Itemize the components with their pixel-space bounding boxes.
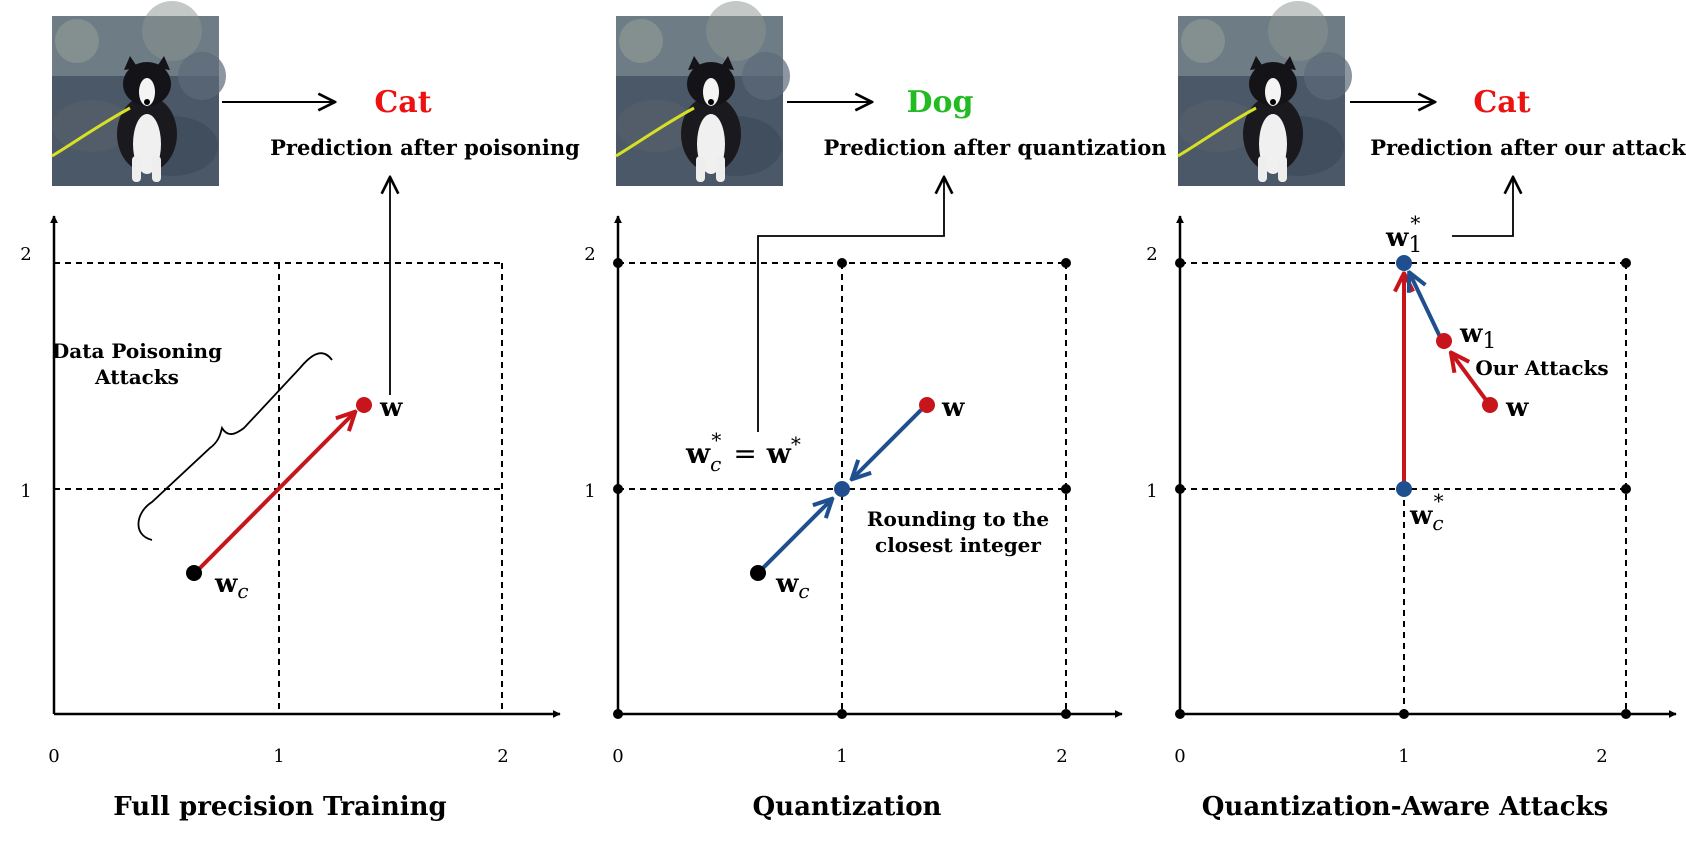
lattice-points-2 (613, 258, 1071, 719)
point-w-2 (919, 397, 935, 413)
annotation-1-line1: Data Poisoning (52, 339, 222, 363)
panel-title-2: Quantization (753, 792, 942, 822)
dog-photo-2 (614, 0, 792, 188)
x-tick-1-1: 1 (273, 746, 284, 767)
label-w-1: w (379, 393, 403, 423)
prediction-caption-2: Prediction after quantization (824, 135, 1167, 160)
prediction-label-2: Dog (906, 85, 973, 120)
panel-quantization-aware: Cat Prediction after our attack 0 1 2 1 … (1146, 0, 1686, 822)
x-tick-3-0: 0 (1174, 746, 1185, 767)
panel-title-3: Quantization-Aware Attacks (1202, 792, 1608, 822)
round-arrow-wc (757, 500, 831, 574)
x-tick-1-2: 2 (497, 746, 508, 767)
annotation-1-line2: Attacks (94, 365, 179, 389)
x-tick-2-2: 2 (1056, 746, 1067, 767)
point-w-3 (1482, 397, 1498, 413)
panel-title-1: Full precision Training (113, 792, 446, 822)
prediction-caption-3: Prediction after our attack (1370, 135, 1686, 160)
connector-3 (1452, 177, 1513, 237)
label-w-3: w (1505, 393, 1529, 423)
round-arrow-w (853, 403, 928, 478)
point-w-1 (356, 397, 372, 413)
prediction-label-1: Cat (374, 85, 431, 120)
y-tick-2-2: 2 (584, 244, 595, 265)
point-wq-2 (834, 481, 850, 497)
lattice-points-3 (1175, 258, 1631, 719)
point-wc-star (1396, 481, 1412, 497)
annotation-3: Our Attacks (1475, 356, 1608, 380)
point-w1 (1436, 333, 1452, 349)
dog-photo-3 (1176, 0, 1354, 188)
point-wc-1 (186, 565, 202, 581)
curly-brace (137, 352, 333, 541)
y-tick-2-1: 1 (584, 481, 595, 502)
panel-quantization: Dog Prediction after quantization 0 1 2 … (584, 0, 1167, 822)
rounding-arrow-3 (1410, 274, 1444, 342)
poison-arrow (193, 413, 354, 575)
x-tick-3-2: 2 (1596, 746, 1607, 767)
panel-full-precision: Cat Prediction after poisoning 0 1 2 1 2… (20, 0, 580, 822)
x-tick-3-1: 1 (1398, 746, 1409, 767)
prediction-label-3: Cat (1473, 85, 1530, 120)
label-w-2: w (941, 393, 965, 423)
equation-label: wc* = w* (685, 428, 801, 476)
label-wc-2: wc (775, 569, 810, 603)
prediction-caption-1: Prediction after poisoning (270, 135, 580, 160)
label-wc-star: wc* (1409, 489, 1444, 535)
label-w1: w1 (1459, 319, 1496, 354)
attack-arrow-w (1452, 354, 1491, 406)
x-tick-2-0: 0 (612, 746, 623, 767)
annotation-2-line2: closest integer (875, 533, 1041, 557)
y-tick-1-1: 1 (20, 481, 31, 502)
dog-photo-1 (50, 0, 228, 188)
x-tick-2-1: 1 (836, 746, 847, 767)
annotation-2-line1: Rounding to the (867, 507, 1049, 531)
point-wc-2 (750, 565, 766, 581)
y-tick-3-2: 2 (1146, 244, 1157, 265)
x-tick-1-0: 0 (48, 746, 59, 767)
y-tick-1-2: 2 (20, 244, 31, 265)
label-wc-1: wc (214, 569, 249, 603)
connector-2 (757, 177, 944, 432)
point-w1-star (1396, 255, 1412, 271)
y-tick-3-1: 1 (1146, 481, 1157, 502)
label-w1-star: w1* (1385, 211, 1422, 258)
